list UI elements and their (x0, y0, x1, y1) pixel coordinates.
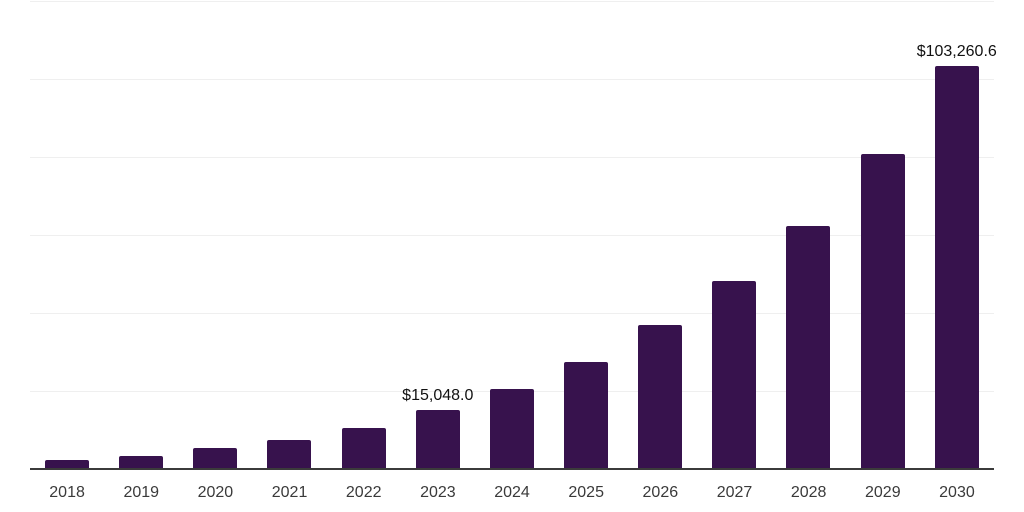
bar-2018 (45, 460, 90, 469)
x-tick-label-2028: 2028 (790, 484, 827, 501)
x-tick-label-2019: 2019 (123, 484, 160, 501)
bar-2024 (489, 389, 534, 469)
bar-2019 (119, 455, 164, 469)
x-axis-line (30, 468, 994, 470)
bar-value-label-2030: $103,260.6 (916, 43, 997, 61)
bar-2028 (786, 225, 831, 469)
bar-2029 (860, 154, 905, 469)
gridline (30, 235, 994, 236)
gridline (30, 1, 994, 2)
x-tick-label-2029: 2029 (865, 484, 901, 501)
plot-area: $15,048.0 $103,260.6 (30, 1, 997, 470)
bar-2022 (341, 428, 386, 469)
x-tick-label-2030: 2030 (939, 484, 975, 501)
bar-value-label-2023: $15,048.0 (402, 387, 474, 405)
gridline (30, 78, 994, 80)
x-tick-label-2027: 2027 (716, 484, 753, 501)
bar-series: $15,048.0 $103,260.6 (30, 1, 997, 469)
x-tick-label-2022: 2022 (345, 484, 382, 501)
x-tick-label-2025: 2025 (568, 484, 604, 501)
bar-2027 (712, 280, 757, 469)
x-tick-label-2024: 2024 (494, 484, 530, 501)
x-tick-label-2018: 2018 (49, 484, 85, 501)
bar-2020 (193, 448, 238, 469)
x-tick-label-2020: 2020 (197, 484, 234, 501)
bar-2025 (564, 361, 609, 469)
bar-2030: $103,260.6 (917, 43, 997, 469)
bar-2021 (267, 439, 312, 469)
x-axis-tick-labels: 2018 2019 2020 2021 2022 2023 2024 2025 2026 2027… (30, 484, 994, 502)
bar-2023: $15,048.0 (402, 387, 473, 469)
bar-2026 (638, 325, 683, 469)
x-tick-label-2023: 2023 (420, 484, 456, 501)
x-tick-label-2026: 2026 (642, 484, 679, 501)
gridline (30, 156, 994, 158)
gridline (30, 312, 994, 314)
x-tick-label-2021: 2021 (271, 484, 308, 501)
